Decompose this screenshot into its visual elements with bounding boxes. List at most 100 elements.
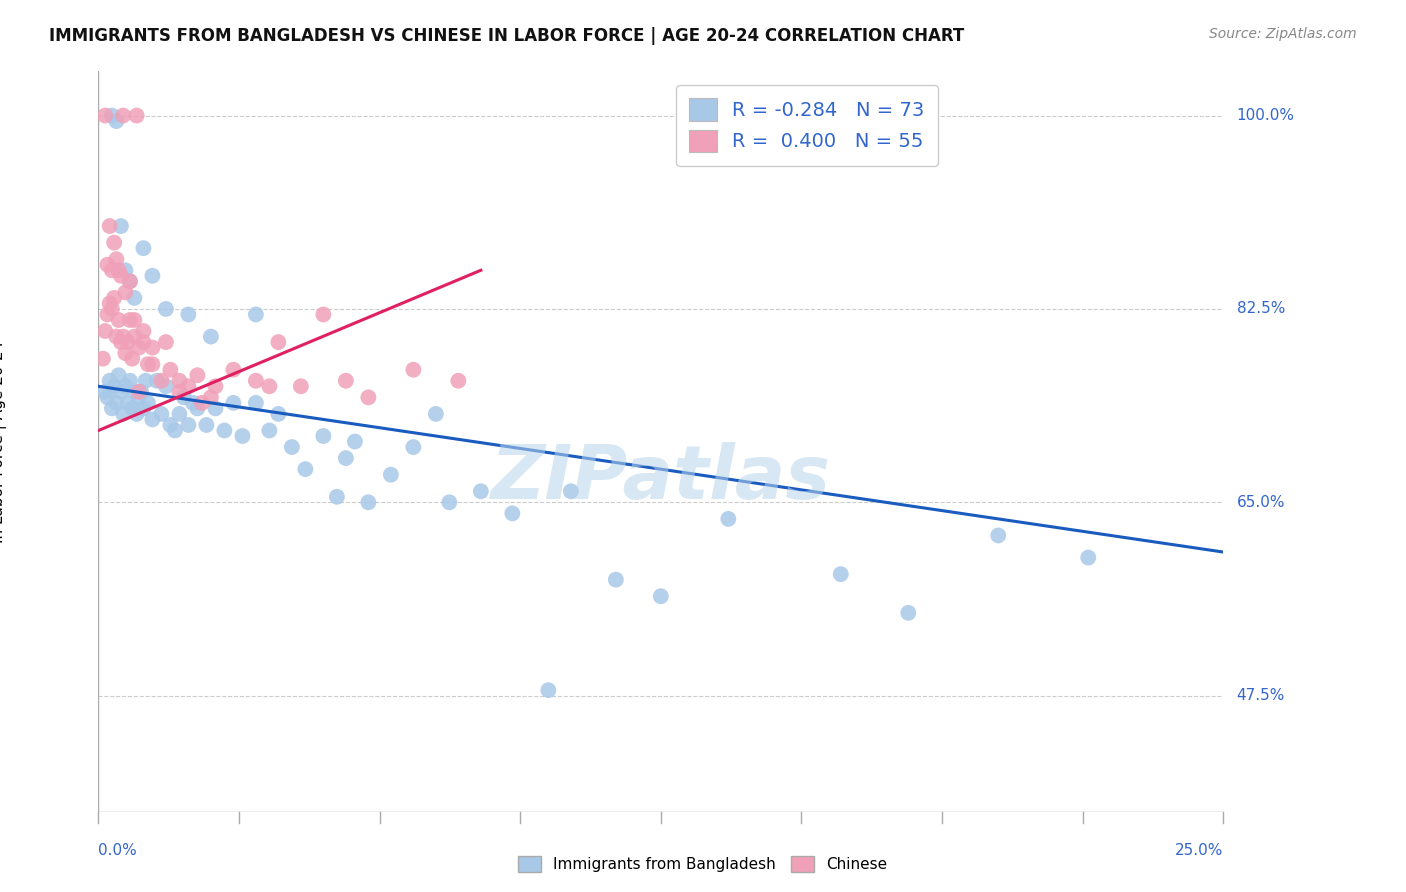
Point: [163, 424, 186, 438]
Point: [200, 390, 222, 404]
Point: [118, 274, 141, 288]
Point: [96, 390, 118, 404]
Point: [343, 434, 366, 449]
Point: [169, 374, 191, 388]
Point: [177, 379, 200, 393]
Point: [91, 351, 114, 366]
Point: [357, 495, 380, 509]
Point: [200, 329, 222, 343]
Text: 82.5%: 82.5%: [1237, 301, 1285, 317]
Point: [98, 296, 121, 310]
Point: [132, 324, 155, 338]
Point: [214, 424, 236, 438]
Point: [425, 407, 447, 421]
Point: [110, 268, 132, 283]
Point: [118, 313, 141, 327]
Point: [204, 401, 226, 416]
Point: [121, 351, 143, 366]
Point: [169, 384, 191, 399]
Point: [830, 567, 852, 582]
Point: [897, 606, 920, 620]
Text: 65.0%: 65.0%: [1237, 495, 1285, 510]
Point: [186, 401, 208, 416]
Point: [245, 374, 267, 388]
Point: [150, 407, 173, 421]
Point: [141, 341, 163, 355]
Point: [96, 258, 118, 272]
Point: [222, 362, 245, 376]
Point: [312, 429, 335, 443]
Point: [169, 407, 191, 421]
Point: [141, 268, 163, 283]
Point: [129, 384, 152, 399]
Point: [94, 324, 117, 338]
Point: [124, 313, 146, 327]
Point: [267, 335, 290, 350]
Point: [173, 390, 195, 404]
Text: IMMIGRANTS FROM BANGLADESH VS CHINESE IN LABOR FORCE | AGE 20-24 CORRELATION CHA: IMMIGRANTS FROM BANGLADESH VS CHINESE IN…: [49, 27, 965, 45]
Point: [103, 379, 125, 393]
Point: [132, 401, 155, 416]
Point: [107, 313, 129, 327]
Point: [605, 573, 627, 587]
Point: [105, 396, 128, 410]
Legend: Immigrants from Bangladesh, Chinese: Immigrants from Bangladesh, Chinese: [510, 848, 896, 880]
Point: [118, 374, 141, 388]
Point: [717, 512, 740, 526]
Point: [118, 274, 141, 288]
Point: [335, 374, 357, 388]
Point: [110, 219, 132, 233]
Point: [103, 291, 125, 305]
Point: [94, 109, 117, 123]
Point: [312, 308, 335, 322]
Point: [107, 368, 129, 383]
Text: In Labor Force | Age 20-24: In Labor Force | Age 20-24: [0, 341, 7, 542]
Text: ZIPatlas: ZIPatlas: [491, 442, 831, 515]
Point: [181, 396, 204, 410]
Point: [112, 329, 135, 343]
Point: [195, 417, 218, 432]
Point: [112, 109, 135, 123]
Point: [105, 114, 128, 128]
Point: [501, 507, 523, 521]
Point: [98, 219, 121, 233]
Point: [114, 379, 136, 393]
Point: [259, 424, 281, 438]
Point: [112, 407, 135, 421]
Point: [114, 263, 136, 277]
Point: [128, 341, 150, 355]
Point: [245, 396, 267, 410]
Point: [155, 301, 177, 316]
Point: [101, 263, 124, 277]
Point: [537, 683, 560, 698]
Point: [159, 417, 181, 432]
Point: [326, 490, 349, 504]
Point: [110, 384, 132, 399]
Point: [245, 308, 267, 322]
Point: [124, 291, 146, 305]
Point: [101, 109, 124, 123]
Point: [186, 368, 208, 383]
Point: [117, 335, 139, 350]
Point: [231, 429, 253, 443]
Point: [146, 374, 169, 388]
Point: [141, 412, 163, 426]
Point: [159, 362, 181, 376]
Point: [177, 308, 200, 322]
Point: [294, 462, 316, 476]
Point: [155, 335, 177, 350]
Point: [447, 374, 470, 388]
Text: 25.0%: 25.0%: [1175, 843, 1223, 858]
Point: [121, 401, 143, 416]
Point: [125, 109, 148, 123]
Point: [136, 357, 159, 371]
Point: [107, 263, 129, 277]
Point: [136, 396, 159, 410]
Point: [402, 362, 425, 376]
Point: [150, 374, 173, 388]
Point: [101, 301, 124, 316]
Point: [267, 407, 290, 421]
Point: [560, 484, 582, 499]
Point: [290, 379, 312, 393]
Legend: R = -0.284   N = 73, R =  0.400   N = 55: R = -0.284 N = 73, R = 0.400 N = 55: [676, 85, 938, 166]
